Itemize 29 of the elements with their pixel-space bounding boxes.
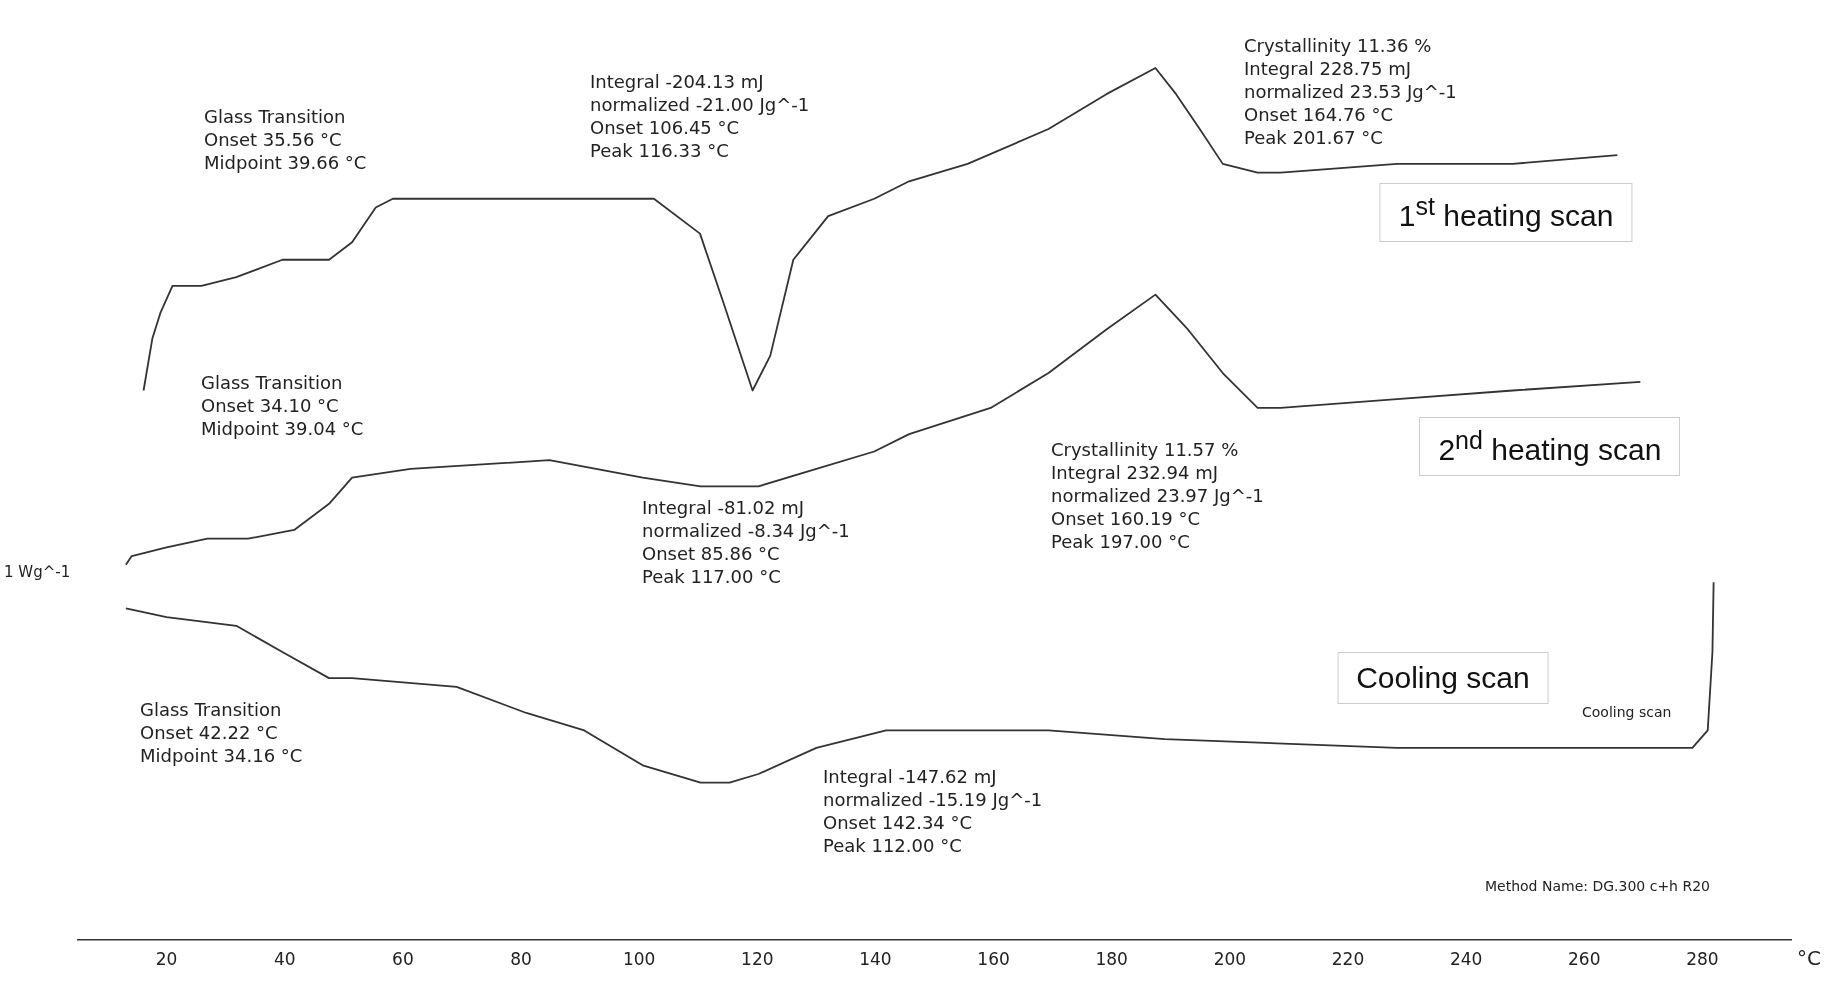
x-tick-label: 80 [510, 949, 532, 970]
series-label: 2$^{nd}$ heating scan [1419, 416, 1681, 476]
y-axis-title: 1 Wg^-1 [4, 563, 71, 582]
x-tick-label: 20 [155, 949, 178, 970]
annotation: Crystallinity 11.36 % Integral 228.75 mJ normalized 23.53 Jg^-1 Onset 164.76 °C Peak 201.67 °C [1244, 34, 1457, 149]
x-tick-label: 220 [1331, 949, 1365, 970]
series-label: Cooling scan [1337, 652, 1549, 705]
x-tick-label: 280 [1686, 949, 1719, 970]
x-tick-label: 160 [977, 949, 1010, 970]
annotation: Integral -147.62 mJ normalized -15.19 Jg^-1 Onset 142.34 °C Peak 112.00 °C [823, 765, 1043, 857]
annotation: Integral -204.13 mJ normalized -21.00 Jg^-1 Onset 106.45 °C Peak 116.33 °C [590, 70, 810, 162]
x-tick-label: 120 [741, 949, 774, 970]
annotation: Integral -81.02 mJ normalized -8.34 Jg^-1 Onset 85.86 °C Peak 117.00 °C [642, 496, 850, 588]
x-axis-title: °C [1797, 945, 1821, 970]
annotation: Glass Transition Onset 34.10 °C Midpoint 39.04 °C [201, 371, 364, 440]
x-tick-label: 60 [392, 949, 414, 970]
x-tick-label: 100 [622, 949, 656, 970]
series-label: 1$^{st}$ heating scan [1379, 183, 1633, 243]
annotation: Method Name: DG.300 c+h R20 [1485, 878, 1710, 894]
annotation: Cooling scan [1582, 704, 1672, 720]
x-tick-label: 180 [1095, 949, 1128, 970]
x-tick-label: 140 [859, 949, 892, 970]
x-tick-label: 260 [1568, 949, 1601, 970]
x-tick-label: 200 [1213, 949, 1247, 970]
x-tick-label: 240 [1449, 949, 1483, 970]
annotation: Glass Transition Onset 42.22 °C Midpoint 34.16 °C [140, 698, 303, 767]
annotation: Crystallinity 11.57 % Integral 232.94 mJ normalized 23.97 Jg^-1 Onset 160.19 °C Peak 197.00 °C [1051, 438, 1264, 553]
x-tick-label: 40 [273, 949, 296, 970]
annotation: Glass Transition Onset 35.56 °C Midpoint 39.66 °C [204, 105, 367, 174]
